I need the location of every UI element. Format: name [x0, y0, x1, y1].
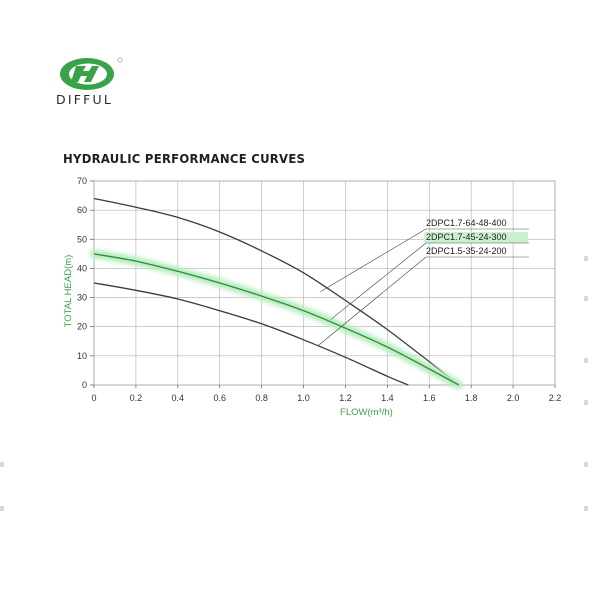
legend-label: 2DPC1.7-45-24-300 [426, 232, 507, 242]
x-axis-label: FLOW(m³/h) [340, 407, 393, 418]
series-line [93, 282, 409, 386]
x-tick-label: 1.0 [297, 393, 310, 403]
brand-name: DIFFUL [56, 92, 114, 107]
series-glow [89, 249, 464, 390]
edge-mark [584, 296, 588, 301]
edge-mark [0, 462, 4, 467]
edge-mark [584, 462, 588, 467]
x-axis-ticks: 0 0.2 0.4 0.6 0.8 1.0 1.2 1.4 1.6 1.8 2.0 2.2 [91, 385, 561, 403]
y-tick-label: 0 [82, 380, 87, 390]
y-tick-label: 60 [77, 205, 87, 215]
x-tick-label: 1.4 [381, 393, 394, 403]
edge-mark [584, 400, 588, 405]
y-tick-label: 40 [77, 263, 87, 273]
x-tick-label: 1.6 [423, 393, 436, 403]
x-tick-label: 2.0 [507, 393, 520, 403]
chart-series [89, 197, 464, 390]
edge-mark [0, 506, 4, 511]
chart-grid [93, 180, 556, 386]
y-axis-ticks: 0 10 20 30 40 50 60 70 [77, 176, 94, 390]
chart-legend: 2DPC1.7-64-48-400 2DPC1.7-45-24-300 2DPC1.… [318, 218, 529, 346]
x-tick-label: 0.4 [172, 393, 185, 403]
edge-mark [584, 506, 588, 511]
x-tick-label: 0 [91, 393, 96, 403]
y-tick-label: 70 [77, 176, 87, 186]
y-tick-label: 50 [77, 234, 87, 244]
edge-mark [584, 256, 588, 261]
y-tick-label: 20 [77, 322, 87, 332]
legend-label: 2DPC1.5-35-24-200 [426, 246, 507, 256]
x-tick-label: 1.8 [465, 393, 478, 403]
legend-leader-line [330, 242, 427, 320]
legend-leader-line [318, 256, 427, 346]
plot-frame [93, 180, 556, 386]
series-line [93, 197, 460, 386]
legend-leader-line [320, 228, 427, 293]
x-tick-label: 0.6 [213, 393, 226, 403]
y-axis-label: TOTAL HEAD(m) [63, 255, 74, 328]
x-tick-label: 2.2 [549, 393, 562, 403]
logo-mark-icon [60, 57, 123, 90]
x-tick-label: 0.8 [255, 393, 268, 403]
edge-mark [584, 358, 588, 363]
series-line [93, 253, 459, 386]
legend-label: 2DPC1.7-64-48-400 [426, 218, 507, 228]
x-tick-label: 1.2 [339, 393, 352, 403]
y-tick-label: 30 [77, 293, 87, 303]
difful-logo [60, 57, 123, 90]
y-tick-label: 10 [77, 351, 87, 361]
chart-title: HYDRAULIC PERFORMANCE CURVES [63, 151, 306, 166]
legend-highlight [424, 232, 528, 243]
x-tick-label: 0.2 [130, 393, 143, 403]
